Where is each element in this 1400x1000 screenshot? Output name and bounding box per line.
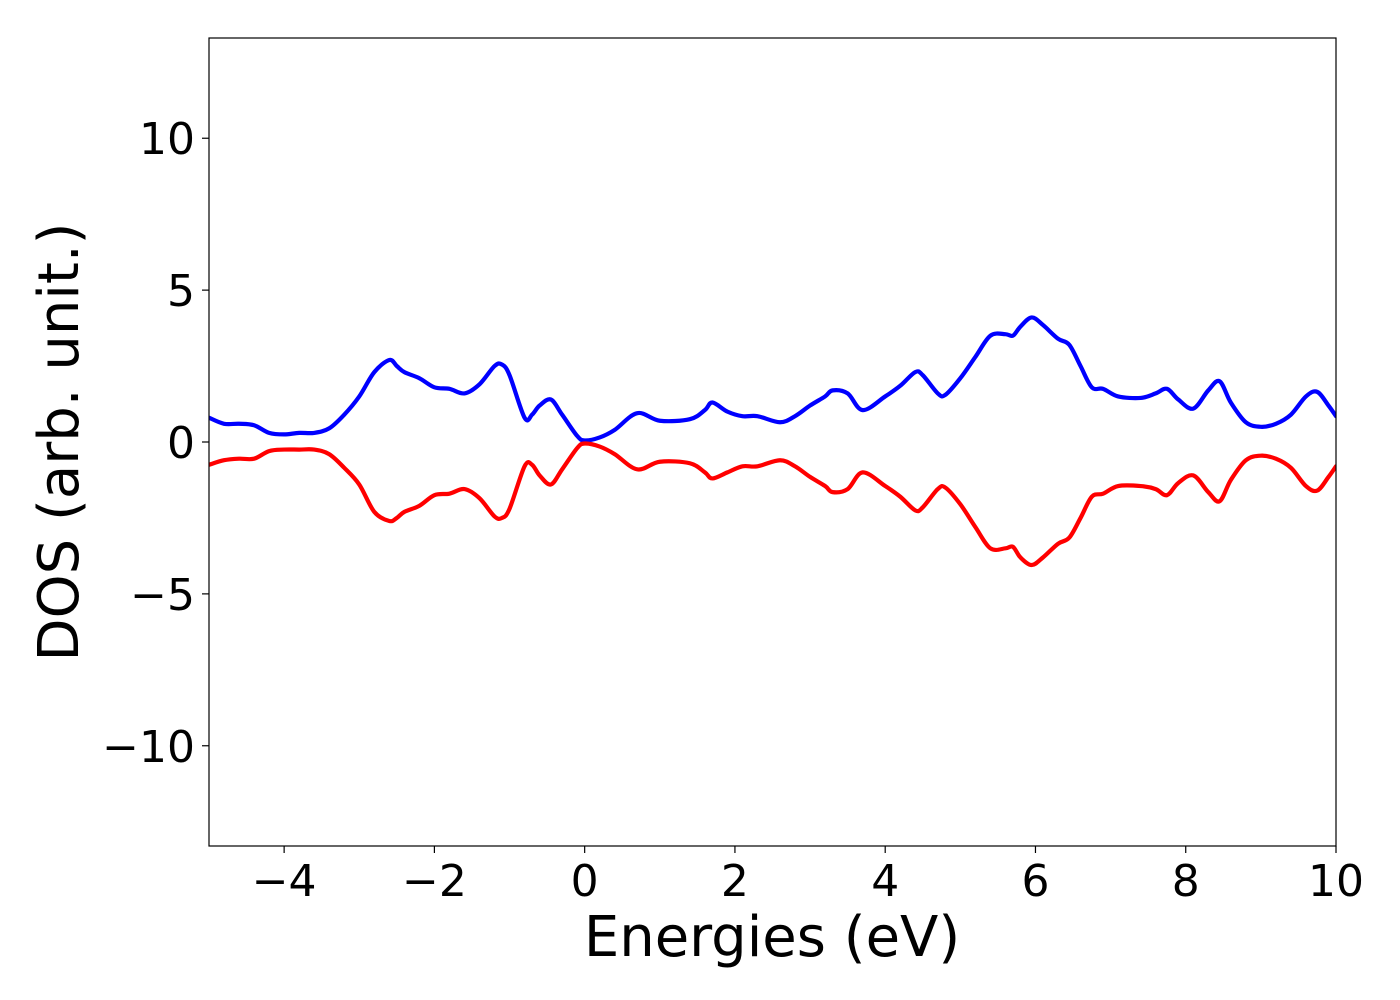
x-tick-label: −2	[402, 856, 467, 907]
x-tick-label: 2	[721, 856, 749, 907]
y-axis-title: DOS (arb. unit.)	[27, 222, 92, 661]
x-tick-label: 8	[1172, 856, 1200, 907]
x-axis: −4 −2 0 2 4 6 8 10	[252, 846, 1364, 907]
x-axis-title: Energies (eV)	[584, 905, 960, 970]
x-tick-label: 0	[571, 856, 599, 907]
plot-background	[209, 38, 1336, 846]
y-tick-label: 5	[167, 266, 195, 317]
x-tick-label: −4	[252, 856, 317, 907]
series-layer	[209, 315, 1336, 568]
x-tick-label: 4	[871, 856, 899, 907]
dos-series-down-line	[209, 441, 1336, 568]
y-tick-label: 10	[139, 114, 195, 165]
y-tick-label: −5	[130, 570, 195, 621]
dos-series-up-line	[209, 315, 1336, 443]
x-tick-label: 6	[1021, 856, 1049, 907]
x-tick-label: 10	[1308, 856, 1364, 907]
y-tick-label: 0	[167, 418, 195, 469]
y-tick-label: −10	[102, 722, 195, 773]
y-axis: −10 −5 0 5 10	[102, 114, 209, 773]
